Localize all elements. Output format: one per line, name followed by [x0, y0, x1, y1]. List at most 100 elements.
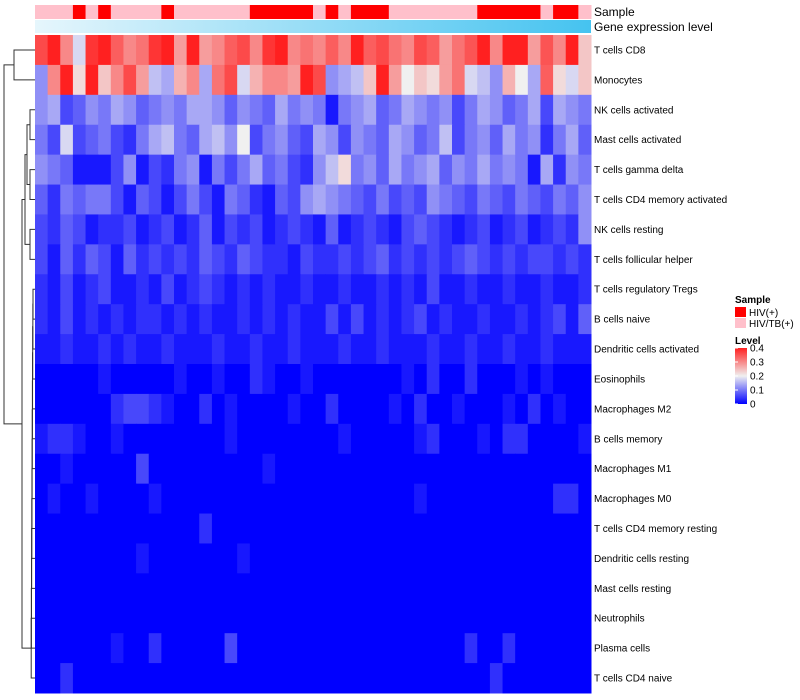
- heatmap-cell: [85, 663, 99, 694]
- sample-annotation-cell: [426, 5, 440, 19]
- heatmap-cell: [47, 35, 61, 66]
- heatmap-cell: [578, 543, 592, 574]
- heatmap-cell: [211, 244, 226, 275]
- heatmap-cell: [527, 633, 541, 664]
- heatmap-cell: [388, 94, 402, 126]
- heatmap-cell: [452, 244, 466, 275]
- heatmap-cell: [110, 274, 124, 305]
- heatmap-cell: [72, 184, 87, 215]
- heatmap-cell: [515, 274, 529, 305]
- heatmap-cell: [211, 124, 226, 156]
- heatmap-cell: [489, 35, 504, 66]
- heatmap-cell: [464, 633, 478, 664]
- heatmap-cell: [148, 64, 162, 96]
- heatmap-cell: [123, 483, 137, 515]
- row-label: T cells gamma delta: [594, 165, 684, 176]
- heatmap-cell: [72, 35, 87, 66]
- heatmap-cell: [237, 304, 251, 335]
- heatmap-cell: [578, 573, 592, 604]
- heatmap-cell: [439, 483, 453, 515]
- heatmap-cell: [578, 513, 592, 544]
- heatmap-cell: [578, 334, 592, 365]
- heatmap-cell: [325, 154, 339, 186]
- heatmap-cell: [136, 274, 150, 305]
- heatmap-cell: [174, 94, 188, 126]
- heatmap-cell: [249, 244, 263, 275]
- heatmap-cell: [275, 334, 289, 365]
- heatmap-cell: [85, 573, 99, 604]
- heatmap-cell: [35, 124, 49, 156]
- heatmap-cell: [136, 543, 150, 574]
- heatmap-cell: [515, 94, 529, 126]
- heatmap-cell: [237, 35, 251, 66]
- heatmap-cell: [338, 573, 352, 604]
- heatmap-cell: [249, 214, 263, 245]
- heatmap-cell: [161, 603, 175, 634]
- heatmap-cell: [540, 573, 554, 604]
- heatmap-cell: [186, 423, 200, 455]
- heatmap-cell: [325, 483, 339, 515]
- heatmap-cell: [350, 274, 365, 305]
- row-label: B cells naive: [594, 315, 651, 326]
- heatmap-cell: [249, 513, 263, 544]
- heatmap-cell: [300, 274, 314, 305]
- heatmap-cell: [325, 633, 339, 664]
- heatmap-cell: [414, 35, 428, 66]
- heatmap-cell: [174, 154, 188, 186]
- heatmap-cell: [123, 64, 137, 96]
- heatmap-cell: [578, 214, 592, 245]
- heatmap-cell: [325, 274, 339, 305]
- heatmap-cell: [515, 334, 529, 365]
- heatmap-cell: [300, 633, 314, 664]
- heatmap-cell: [388, 423, 402, 455]
- heatmap-cell: [98, 274, 112, 305]
- heatmap-cell: [553, 304, 567, 335]
- heatmap-cell: [72, 154, 87, 186]
- heatmap-cell: [249, 423, 263, 455]
- heatmap-cell: [338, 543, 352, 574]
- heatmap-cell: [199, 274, 213, 305]
- heatmap-cell: [186, 64, 200, 96]
- heatmap-cell: [439, 154, 453, 186]
- heatmap-cell: [426, 274, 440, 305]
- heatmap-cell: [60, 274, 74, 305]
- heatmap-cell: [262, 304, 276, 335]
- heatmap-cell: [477, 334, 491, 365]
- heatmap-cell: [98, 633, 112, 664]
- heatmap-cell: [148, 663, 162, 694]
- heatmap-cell: [553, 154, 567, 186]
- heatmap-cell: [211, 214, 226, 245]
- heatmap-cell: [502, 364, 516, 395]
- heatmap-cell: [313, 124, 327, 156]
- heatmap-cell: [199, 423, 213, 455]
- dendrogram-branch: [31, 380, 35, 440]
- heatmap-cell: [502, 573, 516, 604]
- heatmap-cell: [262, 274, 276, 305]
- heatmap-cell: [350, 393, 365, 425]
- heatmap-cell: [72, 244, 87, 275]
- heatmap-cell: [47, 573, 61, 604]
- heatmap-cell: [275, 663, 289, 694]
- heatmap-cell: [338, 94, 352, 126]
- heatmap-cell: [376, 453, 390, 485]
- heatmap-cell: [338, 274, 352, 305]
- heatmap-cell: [325, 184, 339, 215]
- heatmap-cell: [161, 573, 175, 604]
- heatmap-cell: [313, 603, 327, 634]
- heatmap-cell: [110, 184, 124, 215]
- heatmap-cell: [161, 543, 175, 574]
- heatmap-cell: [199, 364, 213, 395]
- heatmap-cell: [275, 364, 289, 395]
- heatmap-cell: [565, 244, 579, 275]
- heatmap-cell: [376, 603, 390, 634]
- row-label: T cells follicular helper: [594, 255, 693, 266]
- heatmap-cell: [464, 35, 478, 66]
- heatmap-cell: [287, 64, 301, 96]
- heatmap-cell: [376, 364, 390, 395]
- heatmap-cell: [350, 513, 365, 544]
- heatmap-cell: [287, 423, 301, 455]
- heatmap-cell: [148, 124, 162, 156]
- heatmap-cell: [60, 513, 74, 544]
- heatmap-cell: [388, 304, 402, 335]
- row-label: Eosinophils: [594, 374, 645, 385]
